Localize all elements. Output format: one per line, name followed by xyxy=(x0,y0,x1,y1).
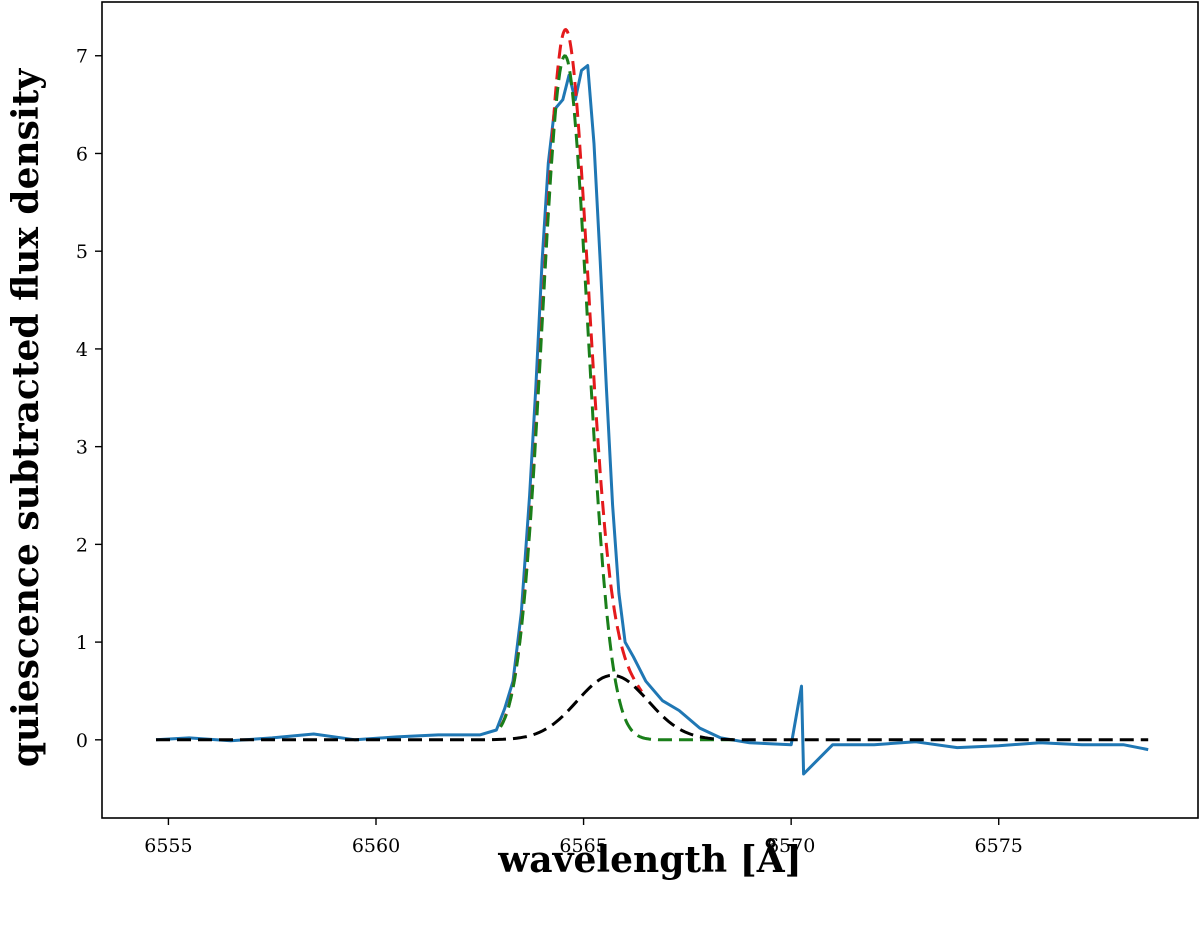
x-axis-label: wavelength [Å] xyxy=(497,839,801,881)
y-tick-label: 4 xyxy=(76,339,88,361)
x-tick-label: 6560 xyxy=(352,835,400,857)
observed-spectrum-line xyxy=(155,64,1149,776)
y-tick-label: 5 xyxy=(76,241,88,263)
x-tick-label: 6570 xyxy=(767,835,815,857)
y-tick-label: 1 xyxy=(76,632,88,654)
tick-group: 6555 6560 6565 6570 6575 0 1 2 3 4 5 6 7 xyxy=(76,46,1023,857)
x-tick-label: 6565 xyxy=(559,835,607,857)
y-tick-label: 2 xyxy=(76,534,88,556)
y-tick-label: 0 xyxy=(76,730,88,752)
x-tick-label: 6575 xyxy=(975,835,1023,857)
x-tick-label: 6555 xyxy=(144,835,192,857)
y-tick-label: 7 xyxy=(76,46,88,68)
narrow-component-line xyxy=(499,54,733,742)
y-tick-label: 3 xyxy=(76,437,88,459)
y-axis-label: quiescence subtracted flux density xyxy=(5,68,47,767)
broad-component-line xyxy=(156,673,1149,742)
series-layer xyxy=(155,27,1149,776)
y-tick-label: 6 xyxy=(76,143,88,165)
plot-frame xyxy=(101,1,1199,819)
